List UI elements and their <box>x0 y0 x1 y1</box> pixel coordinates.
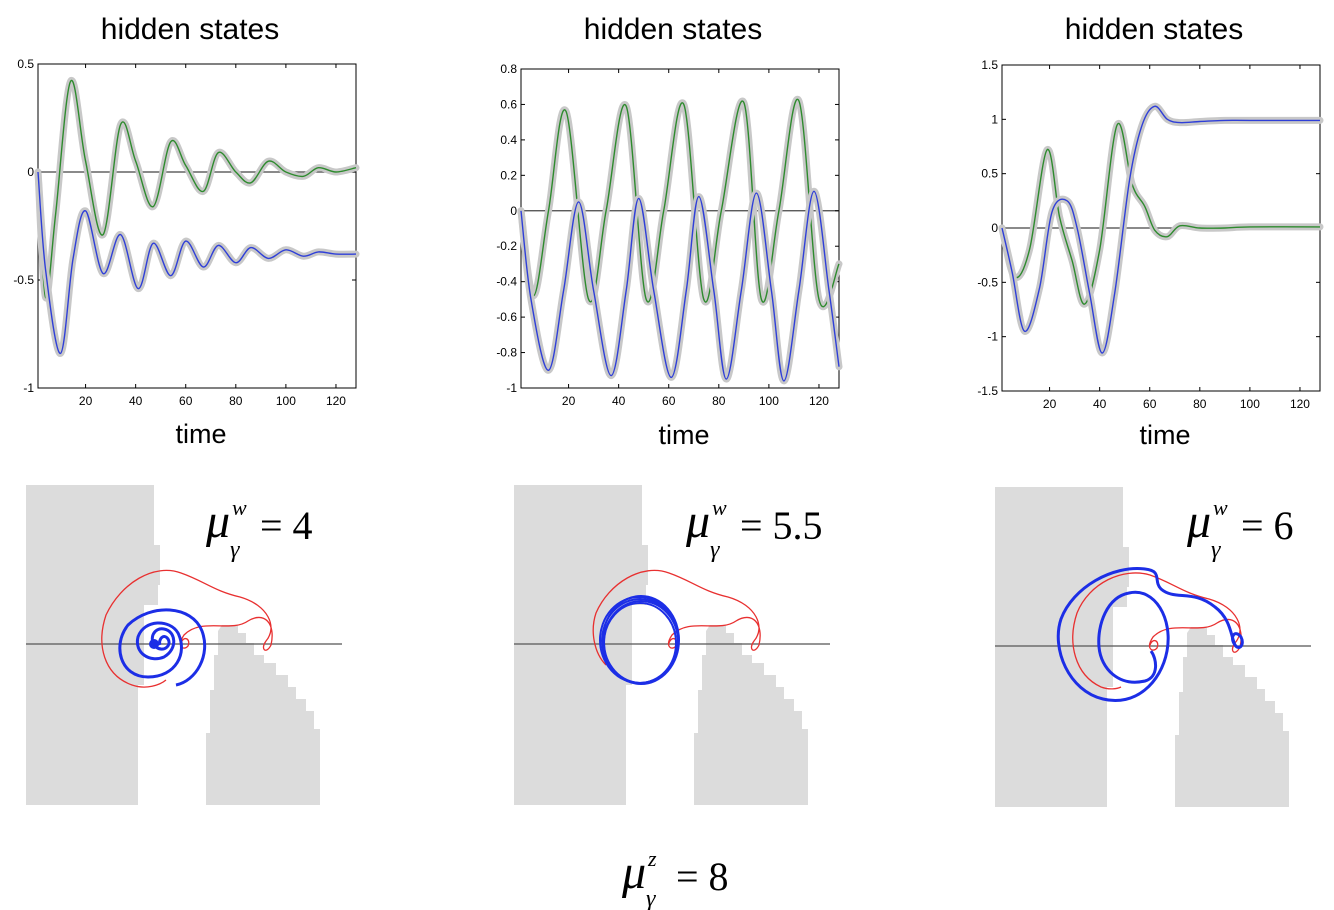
y-tick-label: -0.4 <box>496 275 517 289</box>
y-tick-label: 0.2 <box>500 168 517 182</box>
equation-3-sub: γ <box>1211 537 1221 563</box>
y-tick-label: -1.5 <box>977 384 998 398</box>
y-tick-label: -0.5 <box>977 275 998 289</box>
series-blue-confidence-band <box>521 191 839 381</box>
equation-3-value: = 6 <box>1241 503 1294 548</box>
equation-2-sub: γ <box>710 537 720 563</box>
trajectory-panel-1: μ w γ = 4 <box>26 485 342 805</box>
equation-3-mu: μ <box>1186 495 1211 548</box>
obstacle-right <box>1175 627 1289 807</box>
y-tick-label: -0.8 <box>496 346 517 360</box>
y-tick-label: -0.5 <box>13 273 34 287</box>
equation-global-sub: γ <box>646 886 656 910</box>
obstacle-left <box>514 485 648 805</box>
x-tick-label: 20 <box>1043 397 1057 411</box>
panel-3-title: hidden states <box>1065 13 1243 46</box>
x-tick-label: 80 <box>1193 397 1207 411</box>
x-tick-label: 60 <box>1143 397 1157 411</box>
equation-global-value: = 8 <box>676 854 729 899</box>
equation-3-sup: w <box>1213 495 1228 520</box>
equation-global: μ z γ = 8 <box>621 846 729 910</box>
obstacle-left <box>995 487 1129 807</box>
panel-3: hidden states 1.5 1 0.5 0 -0.5 -1 -1.5 20 40 60 80… <box>977 13 1320 450</box>
x-tick-label: 60 <box>179 394 193 408</box>
y-tick-label: 0 <box>27 165 34 179</box>
equation-2-value: = 5.5 <box>740 503 823 548</box>
y-tick-label: 0 <box>510 204 517 218</box>
equation-1-mu: μ <box>205 495 230 548</box>
y-tick-label: -0.2 <box>496 239 517 253</box>
x-tick-label: 120 <box>326 394 346 408</box>
x-tick-label: 120 <box>1290 397 1310 411</box>
y-tick-label: 0.6 <box>500 97 517 111</box>
panel-2-title: hidden states <box>584 13 762 46</box>
equation-2-sup: w <box>712 495 727 520</box>
equation-1: μ w γ = 4 <box>205 495 313 563</box>
equation-1-sub: γ <box>230 537 240 563</box>
y-tick-label: 0.5 <box>17 57 34 71</box>
equation-global-mu: μ <box>621 846 646 899</box>
equation-1-value: = 4 <box>260 503 313 548</box>
x-tick-label: 80 <box>229 394 243 408</box>
series-blue-confidence-band <box>38 172 356 353</box>
trajectory-panel-3: μ w γ = 6 <box>995 487 1311 807</box>
y-tick-label: -1 <box>23 381 34 395</box>
equation-global-sup: z <box>647 846 657 871</box>
equation-3: μ w γ = 6 <box>1186 495 1294 563</box>
x-tick-label: 20 <box>79 394 93 408</box>
y-tick-label: 0.5 <box>981 167 998 181</box>
y-tick-label: -1 <box>987 330 998 344</box>
y-tick-label: 0.4 <box>500 133 517 147</box>
panel-3-xlabel: time <box>1139 420 1190 450</box>
x-tick-label: 100 <box>1240 397 1260 411</box>
y-tick-label: 1 <box>991 112 998 126</box>
obstacle-right <box>206 625 320 805</box>
x-tick-label: 60 <box>662 394 676 408</box>
trajectory-panel-2: μ w γ = 5.5 <box>514 485 830 805</box>
panel-1-title: hidden states <box>101 13 279 46</box>
y-tick-label: -0.6 <box>496 310 517 324</box>
panel-3-plot: 1.5 1 0.5 0 -0.5 -1 -1.5 20 40 60 80 100 120 <box>977 58 1320 411</box>
equation-1-sup: w <box>232 495 247 520</box>
x-tick-label: 100 <box>759 394 779 408</box>
y-tick-label: 0.8 <box>500 62 517 76</box>
x-tick-label: 20 <box>562 394 576 408</box>
panel-1-xlabel: time <box>175 419 226 449</box>
x-tick-label: 80 <box>712 394 726 408</box>
panel-2-plot: 0.8 0.6 0.4 0.2 0 -0.2 -0.4 -0.6 -0.8 -1 20 40 60 80 1… <box>496 62 839 408</box>
spiral-attractor <box>149 639 159 649</box>
panel-1: hidden states 0.5 0 -0.5 -1 20 40 60 80 100 120 t… <box>13 13 356 449</box>
panel-1-plot: 0.5 0 -0.5 -1 20 40 60 80 100 120 <box>13 57 356 408</box>
y-tick-label: 0 <box>991 221 998 235</box>
x-tick-label: 40 <box>129 394 143 408</box>
equation-2-mu: μ <box>685 495 710 548</box>
equation-2: μ w γ = 5.5 <box>685 495 823 563</box>
plot-frame <box>38 64 356 388</box>
x-tick-label: 100 <box>276 394 296 408</box>
x-tick-label: 40 <box>612 394 626 408</box>
panel-2-xlabel: time <box>658 420 709 450</box>
panel-2: hidden states 0.8 0.6 0.4 0.2 0 -0.2 -0.4 -0.6 -… <box>496 13 839 450</box>
obstacle-left <box>26 485 160 805</box>
y-tick-label: 1.5 <box>981 58 998 72</box>
obstacle-right <box>694 625 808 805</box>
y-tick-label: -1 <box>506 381 517 395</box>
x-tick-label: 120 <box>809 394 829 408</box>
x-tick-label: 40 <box>1093 397 1107 411</box>
